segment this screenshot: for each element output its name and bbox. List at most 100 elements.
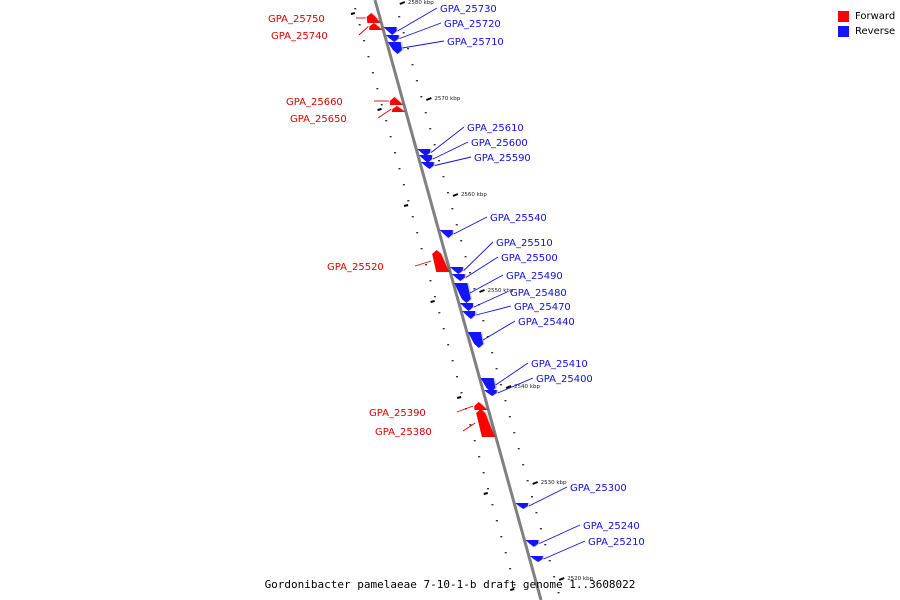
gene-callout-line (432, 141, 469, 160)
minor-tick (442, 328, 445, 330)
gene-feature-gpa_25720[interactable] (385, 35, 399, 42)
gene-label-gpa_25480[interactable]: GPA_25480 (510, 288, 567, 299)
gene-label-gpa_25740[interactable]: GPA_25740 (271, 31, 328, 42)
gene-feature-gpa_25600[interactable] (418, 155, 433, 163)
gene-callout-line (377, 108, 392, 119)
gene-feature-gpa_25590[interactable] (420, 162, 434, 169)
gene-label-gpa_25720[interactable]: GPA_25720 (444, 19, 501, 30)
reverse-swatch (838, 26, 849, 37)
minor-tick (517, 448, 520, 450)
gene-feature-gpa_25510[interactable] (449, 267, 463, 274)
kbp-tick-mark (505, 385, 512, 389)
gene-callout-line (465, 256, 499, 278)
kbp-tick-label: 2580 kbp (408, 0, 434, 6)
minor-tick (526, 480, 529, 482)
minor-tick (398, 16, 401, 18)
gene-label-gpa_25710[interactable]: GPA_25710 (447, 37, 504, 48)
gene-callout-line (495, 362, 529, 386)
gene-feature-gpa_25410[interactable] (480, 378, 496, 392)
gene-label-gpa_25600[interactable]: GPA_25600 (471, 138, 528, 149)
minor-tick (402, 32, 405, 34)
gene-label-gpa_25210[interactable]: GPA_25210 (588, 537, 645, 548)
gene-label-gpa_25470[interactable]: GPA_25470 (514, 302, 571, 313)
gene-feature-gpa_25650[interactable] (391, 106, 405, 112)
gene-label-gpa_25750[interactable]: GPA_25750 (268, 14, 325, 25)
minor-tick (522, 464, 525, 466)
gene-feature-gpa_25390[interactable] (474, 402, 488, 410)
gene-callout-line (476, 305, 512, 316)
gene-feature-gpa_25660[interactable] (389, 97, 404, 105)
minor-tick (500, 384, 503, 386)
minor-tick (469, 424, 472, 426)
gene-callout-line (463, 241, 494, 271)
kbp-tick-mark (456, 396, 462, 399)
gene-feature-gpa_25240[interactable] (525, 540, 539, 547)
gene-feature-gpa_25380[interactable] (476, 409, 495, 437)
minor-tick (411, 216, 414, 218)
minor-tick (433, 296, 436, 298)
kbp-tick-mark (510, 588, 515, 591)
gene-label-gpa_25650[interactable]: GPA_25650 (290, 114, 347, 125)
gene-callout-line (482, 320, 516, 341)
gene-feature-gpa_25470[interactable] (462, 311, 476, 319)
minor-tick (544, 544, 547, 546)
minor-tick (416, 232, 419, 234)
gene-label-gpa_25390[interactable]: GPA_25390 (369, 408, 426, 419)
gene-label-gpa_25660[interactable]: GPA_25660 (286, 97, 343, 108)
gene-callout-line (397, 7, 438, 32)
gene-label-gpa_25590[interactable]: GPA_25590 (474, 153, 531, 164)
kbp-tick-mark (426, 97, 432, 101)
minor-tick (407, 48, 410, 50)
minor-tick (464, 256, 467, 258)
gene-label-gpa_25540[interactable]: GPA_25540 (490, 213, 547, 224)
gene-feature-gpa_25490[interactable] (454, 283, 471, 303)
gene-feature-gpa_25500[interactable] (451, 274, 465, 281)
kbp-tick-label: 2550 kbp (488, 288, 514, 294)
gene-feature-gpa_25440[interactable] (467, 332, 484, 348)
gene-label-gpa_25730[interactable]: GPA_25730 (440, 4, 497, 15)
minor-tick (482, 320, 485, 322)
gene-label-gpa_25510[interactable]: GPA_25510 (496, 238, 553, 249)
minor-tick (553, 576, 556, 578)
gene-feature-gpa_25540[interactable] (439, 230, 453, 238)
gene-label-gpa_25440[interactable]: GPA_25440 (518, 317, 575, 328)
gene-label-gpa_25490[interactable]: GPA_25490 (506, 271, 563, 282)
gene-feature-gpa_25730[interactable] (383, 27, 397, 35)
gene-callout-line (539, 524, 581, 544)
gene-feature-gpa_25300[interactable] (515, 503, 529, 509)
gene-label-gpa_25400[interactable]: GPA_25400 (536, 374, 593, 385)
legend-item-reverse: Reverse (838, 24, 895, 39)
minor-tick (385, 120, 388, 122)
minor-tick (509, 568, 512, 570)
gene-feature-gpa_25610[interactable] (417, 149, 431, 156)
minor-tick (539, 528, 542, 530)
gene-label-gpa_25520[interactable]: GPA_25520 (327, 262, 384, 273)
minor-tick (531, 496, 534, 498)
gene-label-gpa_25500[interactable]: GPA_25500 (501, 253, 558, 264)
minor-tick (504, 552, 507, 554)
gene-feature-gpa_25400[interactable] (483, 390, 497, 396)
gene-callout-line (462, 422, 476, 432)
gene-label-gpa_25240[interactable]: GPA_25240 (583, 521, 640, 532)
gene-label-gpa_25410[interactable]: GPA_25410 (531, 359, 588, 370)
gene-feature-gpa_25710[interactable] (387, 42, 402, 54)
minor-tick (394, 152, 397, 154)
kbp-tick-label: 2560 kbp (461, 192, 487, 198)
minor-tick (508, 416, 511, 418)
gene-callout-line (430, 126, 465, 153)
gene-feature-gpa_25480[interactable] (459, 303, 474, 311)
gene-feature-gpa_25740[interactable] (369, 23, 383, 30)
gene-callout-line (543, 540, 586, 560)
minor-tick (469, 272, 472, 274)
gene-callout-line (402, 40, 445, 49)
genome-caption: Gordonibacter pamelaeae 7-10-1-b draft g… (264, 578, 636, 591)
kbp-tick-mark (403, 204, 409, 207)
gene-label-gpa_25300[interactable]: GPA_25300 (570, 483, 627, 494)
gene-label-gpa_25380[interactable]: GPA_25380 (375, 427, 432, 438)
gene-feature-gpa_25210[interactable] (529, 556, 543, 562)
minor-tick (451, 208, 454, 210)
gene-feature-gpa_25520[interactable] (432, 250, 450, 272)
kbp-tick-mark (377, 108, 382, 111)
gene-feature-gpa_25750[interactable] (366, 13, 381, 23)
gene-label-gpa_25610[interactable]: GPA_25610 (467, 123, 524, 134)
